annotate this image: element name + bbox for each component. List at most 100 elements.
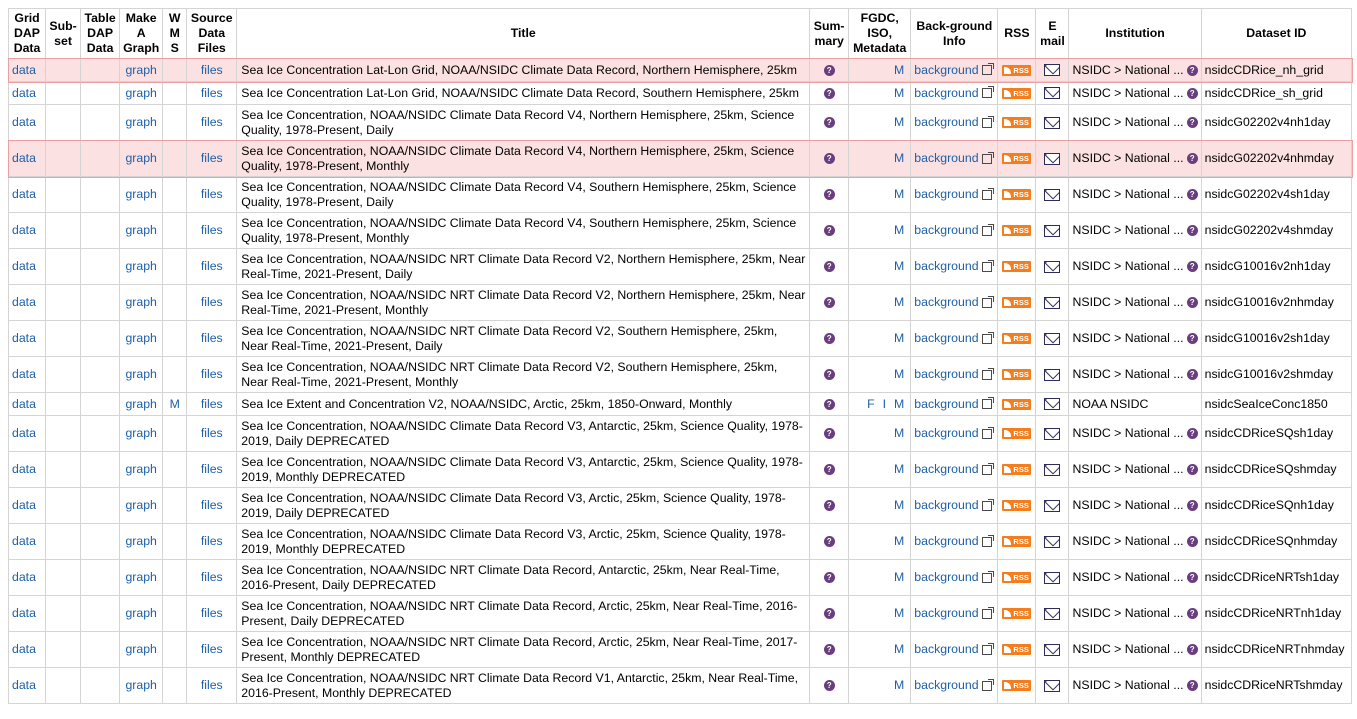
- rss-icon[interactable]: RSS: [1002, 369, 1032, 381]
- background-link[interactable]: background: [914, 63, 994, 77]
- background-link[interactable]: background: [914, 678, 994, 692]
- summary-help-icon[interactable]: ?: [823, 536, 835, 548]
- rss-icon[interactable]: RSS: [1002, 225, 1032, 237]
- col-header-dataset-id[interactable]: Dataset ID: [1200, 8, 1353, 59]
- institution-help-icon[interactable]: ?: [1186, 608, 1198, 619]
- make-graph-link[interactable]: graph: [125, 498, 157, 512]
- griddap-data-link[interactable]: data: [12, 331, 36, 345]
- griddap-data-link[interactable]: data: [12, 426, 36, 440]
- griddap-data-link[interactable]: data: [12, 642, 36, 656]
- metadata-link[interactable]: M: [894, 534, 905, 548]
- make-graph-link[interactable]: graph: [125, 642, 157, 656]
- metadata-link[interactable]: M: [894, 62, 905, 77]
- summary-help-icon[interactable]: ?: [823, 87, 835, 99]
- source-files-link[interactable]: files: [200, 187, 223, 201]
- rss-icon[interactable]: RSS: [1002, 333, 1032, 345]
- institution-help-icon[interactable]: ?: [1186, 428, 1198, 439]
- email-icon[interactable]: [1044, 87, 1061, 100]
- institution-help-icon[interactable]: ?: [1186, 189, 1198, 200]
- summary-help-icon[interactable]: ?: [823, 644, 835, 656]
- griddap-data-link[interactable]: data: [12, 678, 36, 692]
- griddap-data-link[interactable]: data: [12, 223, 36, 237]
- source-files-link[interactable]: files: [200, 62, 223, 77]
- institution-help-icon[interactable]: ?: [1186, 369, 1198, 380]
- summary-help-icon[interactable]: ?: [823, 64, 835, 76]
- email-icon[interactable]: [1044, 296, 1061, 309]
- metadata-link[interactable]: M: [894, 85, 905, 100]
- make-graph-link[interactable]: graph: [125, 570, 157, 584]
- institution-help-icon[interactable]: ?: [1186, 297, 1198, 308]
- email-icon[interactable]: [1044, 224, 1061, 237]
- source-files-link[interactable]: files: [200, 396, 223, 411]
- rss-icon[interactable]: RSS: [1002, 644, 1032, 656]
- rss-icon[interactable]: RSS: [1002, 87, 1032, 99]
- make-graph-link[interactable]: graph: [125, 151, 157, 165]
- fgdc-link[interactable]: F: [867, 396, 875, 411]
- griddap-data-link[interactable]: data: [12, 606, 36, 620]
- email-icon[interactable]: [1044, 571, 1061, 584]
- metadata-link[interactable]: M: [894, 426, 905, 440]
- background-link[interactable]: background: [914, 367, 994, 381]
- email-icon[interactable]: [1044, 116, 1061, 129]
- summary-help-icon[interactable]: ?: [823, 428, 835, 440]
- make-graph-link[interactable]: graph: [125, 295, 157, 309]
- metadata-link[interactable]: M: [894, 678, 905, 692]
- summary-help-icon[interactable]: ?: [823, 189, 835, 201]
- griddap-data-link[interactable]: data: [12, 115, 36, 129]
- source-files-link[interactable]: files: [200, 115, 223, 129]
- griddap-data-link[interactable]: data: [12, 498, 36, 512]
- summary-help-icon[interactable]: ?: [823, 398, 835, 410]
- wms-link[interactable]: M: [169, 396, 180, 411]
- summary-help-icon[interactable]: ?: [823, 369, 835, 381]
- source-files-link[interactable]: files: [200, 678, 223, 692]
- source-files-link[interactable]: files: [200, 223, 223, 237]
- source-files-link[interactable]: files: [200, 331, 223, 345]
- col-header-title[interactable]: Title: [236, 8, 811, 59]
- col-header-institution[interactable]: Institution: [1068, 8, 1202, 59]
- source-files-link[interactable]: files: [200, 570, 223, 584]
- email-icon[interactable]: [1044, 607, 1061, 620]
- email-icon[interactable]: [1044, 679, 1061, 692]
- make-graph-link[interactable]: graph: [125, 115, 157, 129]
- email-icon[interactable]: [1044, 64, 1061, 77]
- metadata-link[interactable]: M: [894, 187, 905, 201]
- institution-help-icon[interactable]: ?: [1186, 464, 1198, 475]
- metadata-link[interactable]: M: [894, 259, 905, 273]
- metadata-link[interactable]: M: [894, 396, 905, 411]
- summary-help-icon[interactable]: ?: [823, 153, 835, 165]
- institution-help-icon[interactable]: ?: [1186, 500, 1198, 511]
- make-graph-link[interactable]: graph: [125, 462, 157, 476]
- email-icon[interactable]: [1044, 152, 1061, 165]
- metadata-link[interactable]: M: [894, 570, 905, 584]
- summary-help-icon[interactable]: ?: [823, 297, 835, 309]
- metadata-link[interactable]: M: [894, 462, 905, 476]
- source-files-link[interactable]: files: [200, 426, 223, 440]
- institution-help-icon[interactable]: ?: [1186, 87, 1198, 99]
- rss-icon[interactable]: RSS: [1002, 572, 1032, 584]
- background-link[interactable]: background: [914, 151, 994, 165]
- griddap-data-link[interactable]: data: [12, 396, 36, 411]
- rss-icon[interactable]: RSS: [1002, 297, 1032, 309]
- make-graph-link[interactable]: graph: [125, 62, 157, 77]
- make-graph-link[interactable]: graph: [125, 331, 157, 345]
- metadata-link[interactable]: M: [894, 331, 905, 345]
- summary-help-icon[interactable]: ?: [823, 608, 835, 620]
- background-link[interactable]: background: [914, 115, 994, 129]
- source-files-link[interactable]: files: [200, 259, 223, 273]
- background-link[interactable]: background: [914, 86, 994, 100]
- email-icon[interactable]: [1044, 463, 1061, 476]
- background-link[interactable]: background: [914, 498, 994, 512]
- make-graph-link[interactable]: graph: [125, 534, 157, 548]
- institution-help-icon[interactable]: ?: [1186, 644, 1198, 655]
- email-icon[interactable]: [1044, 643, 1061, 656]
- rss-icon[interactable]: RSS: [1002, 464, 1032, 476]
- email-icon[interactable]: [1044, 398, 1061, 411]
- source-files-link[interactable]: files: [200, 295, 223, 309]
- rss-icon[interactable]: RSS: [1002, 398, 1032, 410]
- rss-icon[interactable]: RSS: [1002, 500, 1032, 512]
- metadata-link[interactable]: M: [894, 606, 905, 620]
- griddap-data-link[interactable]: data: [12, 259, 36, 273]
- email-icon[interactable]: [1044, 427, 1061, 440]
- make-graph-link[interactable]: graph: [125, 85, 157, 100]
- make-graph-link[interactable]: graph: [125, 223, 157, 237]
